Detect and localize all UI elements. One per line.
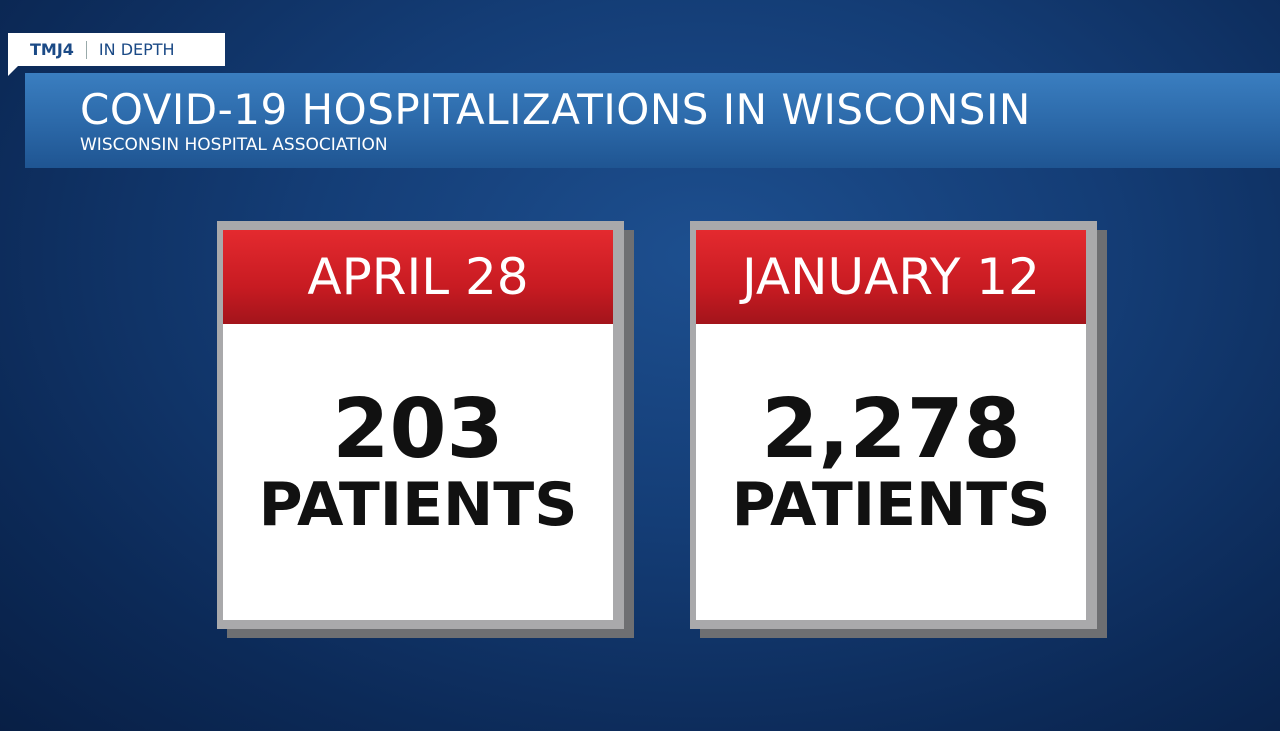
card-body: APRIL 28 203 PATIENTS (223, 230, 613, 620)
title: COVID-19 HOSPITALIZATIONS IN WISCONSIN (80, 85, 1031, 134)
title-bar: COVID-19 HOSPITALIZATIONS IN WISCONSIN W… (25, 73, 1280, 168)
card-count: 2,278 (761, 382, 1021, 477)
card-body: JANUARY 12 2,278 PATIENTS (696, 230, 1086, 620)
card-date: JANUARY 12 (696, 230, 1086, 324)
card: JANUARY 12 2,278 PATIENTS (690, 221, 1107, 638)
card: APRIL 28 203 PATIENTS (217, 221, 634, 638)
tag: TMJ4 IN DEPTH (8, 33, 225, 66)
card-unit: PATIENTS (258, 470, 578, 540)
brand: TMJ4 (8, 40, 87, 59)
tag-notch (8, 66, 18, 76)
subtitle: WISCONSIN HOSPITAL ASSOCIATION (80, 135, 388, 155)
card-count: 203 (332, 382, 504, 477)
card-unit: PATIENTS (731, 470, 1051, 540)
section: IN DEPTH (98, 40, 175, 59)
card-date: APRIL 28 (223, 230, 613, 324)
